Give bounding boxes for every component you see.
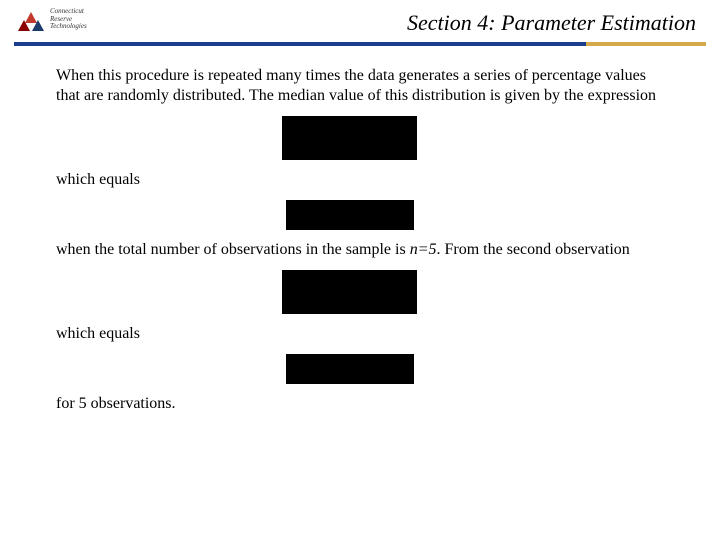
divider-accent	[586, 42, 706, 46]
section-title: Section 4: Parameter Estimation	[100, 10, 702, 36]
redacted-expression-3	[282, 270, 417, 314]
slide-body: When this procedure is repeated many tim…	[0, 46, 720, 414]
paragraph-1: When this procedure is repeated many tim…	[56, 66, 664, 106]
slide-header: Connecticut Reserve Technologies Section…	[0, 0, 720, 42]
logo-text: Connecticut Reserve Technologies	[50, 8, 87, 31]
redacted-expression-4	[286, 354, 414, 384]
redacted-expression-2	[286, 200, 414, 230]
which-equals-2: which equals	[56, 324, 664, 344]
logo-line3: Technologies	[50, 23, 87, 31]
company-logo: Connecticut Reserve Technologies	[18, 8, 88, 38]
redacted-expression-1	[282, 116, 417, 160]
divider-main	[14, 42, 586, 46]
para2-post: . From the second observation	[437, 241, 630, 258]
para2-n-equals-5: n=5	[410, 241, 437, 258]
paragraph-2: when the total number of observations in…	[56, 240, 664, 260]
which-equals-1: which equals	[56, 170, 664, 190]
para2-pre: when the total number of observations in…	[56, 241, 410, 258]
header-divider	[14, 42, 706, 46]
paragraph-3: for 5 observations.	[56, 394, 664, 414]
